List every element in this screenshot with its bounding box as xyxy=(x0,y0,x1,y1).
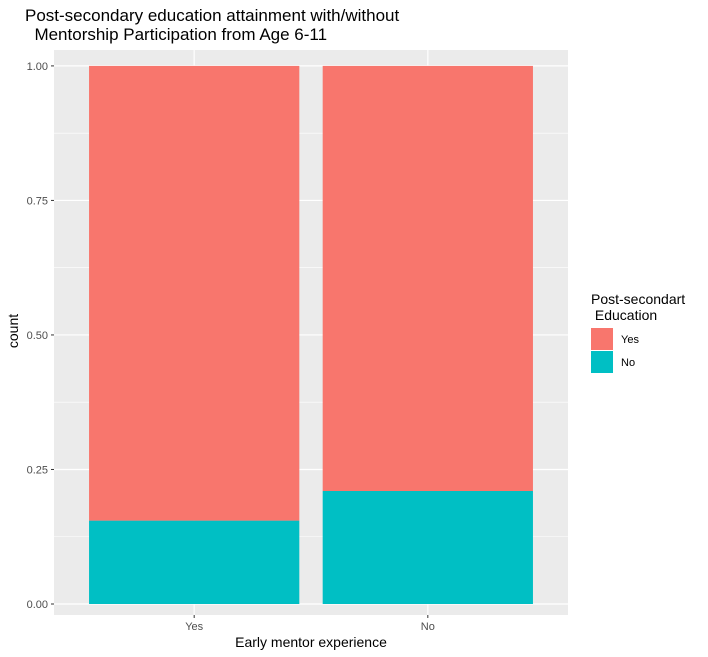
x-axis-title: Early mentor experience xyxy=(235,634,387,650)
legend-label: No xyxy=(621,357,635,369)
y-tick-label: 0.25 xyxy=(27,464,48,476)
x-tick-label: Yes xyxy=(185,621,203,633)
x-tick-label: No xyxy=(421,621,435,633)
bar-segment xyxy=(322,491,533,604)
legend-label: Yes xyxy=(621,334,639,346)
legend-items: Yes No xyxy=(591,328,639,373)
legend: Post-secondart Education Yes No xyxy=(591,291,685,373)
legend-title-line-2: Education xyxy=(591,307,657,323)
chart-title-line-2: Mentorship Participation from Age 6-11 xyxy=(25,25,327,44)
y-axis-title: count xyxy=(5,314,21,348)
bars xyxy=(89,65,533,604)
y-tick-label: 0.00 xyxy=(27,599,48,611)
y-tick-label: 0.50 xyxy=(27,330,48,342)
y-tick-label: 0.75 xyxy=(27,195,48,207)
bar-segment xyxy=(89,65,300,521)
legend-swatch xyxy=(591,328,613,350)
x-axis-ticks: Yes No xyxy=(185,615,435,633)
chart-title-line-1: Post-secondary education attainment with… xyxy=(25,6,399,25)
y-axis-ticks: 0.00 0.25 0.50 0.75 1.00 xyxy=(27,61,54,611)
legend-title-line-1: Post-secondart xyxy=(591,291,685,307)
y-tick-label: 1.00 xyxy=(27,61,48,73)
legend-swatch xyxy=(591,351,613,373)
bar-segment xyxy=(322,65,533,492)
bar-segment xyxy=(89,520,300,604)
